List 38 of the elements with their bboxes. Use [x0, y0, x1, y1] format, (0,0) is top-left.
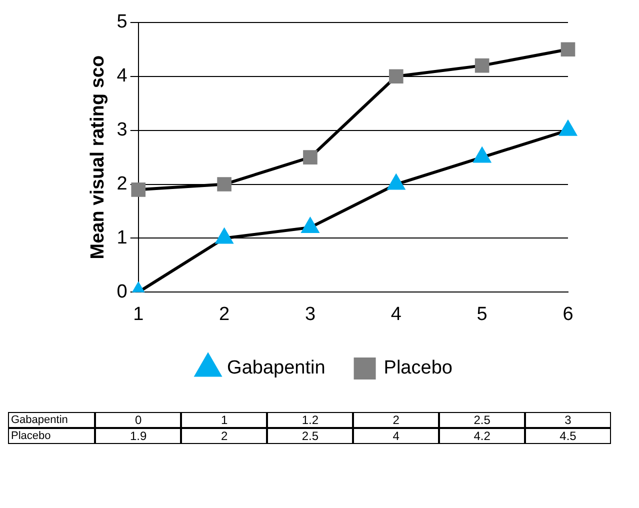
x-tick-label: 2: [219, 304, 230, 325]
x-tick-label: 4: [390, 304, 402, 325]
x-tick-label: 3: [304, 304, 316, 325]
data-label: 1.9: [95, 428, 182, 444]
data-label: 4: [353, 428, 440, 444]
data-label: 2.5: [439, 412, 526, 428]
point: [474, 58, 490, 73]
data-label: 0: [95, 412, 182, 428]
text: Gabapentin: [11, 414, 68, 426]
x-tick-label: 6: [562, 304, 574, 325]
y-tick-label: 4: [116, 66, 128, 87]
y-tick-label: 1: [116, 227, 128, 248]
data-label: 1.2: [267, 412, 354, 428]
point: [560, 42, 576, 57]
legend-label: Placebo: [384, 358, 452, 379]
point: [388, 69, 404, 84]
point: [303, 150, 318, 164]
text: Placebo: [11, 430, 51, 442]
data-label: 4.2: [439, 428, 526, 444]
y-axis-title: Mean visual rating sco: [88, 55, 109, 260]
point: [216, 228, 233, 244]
legend-label: Gabapentin: [227, 358, 326, 379]
data-label: 2: [353, 412, 440, 428]
y-tick-label: 3: [116, 120, 128, 141]
data-label: 1: [181, 412, 268, 428]
point: [560, 120, 576, 136]
data-label: 2.5: [267, 428, 354, 444]
point: [388, 174, 405, 190]
data-label: 2: [181, 428, 268, 444]
x-tick-label: 5: [476, 304, 488, 325]
x-tick-label: 1: [133, 304, 144, 325]
point: [474, 148, 490, 163]
data-label: 4.5: [525, 428, 611, 444]
point: [302, 218, 319, 233]
data-label: 3: [525, 412, 611, 428]
y-tick-label: 0: [116, 281, 128, 302]
y-tick-label: 2: [116, 174, 128, 195]
y-tick-label: 5: [116, 12, 128, 33]
